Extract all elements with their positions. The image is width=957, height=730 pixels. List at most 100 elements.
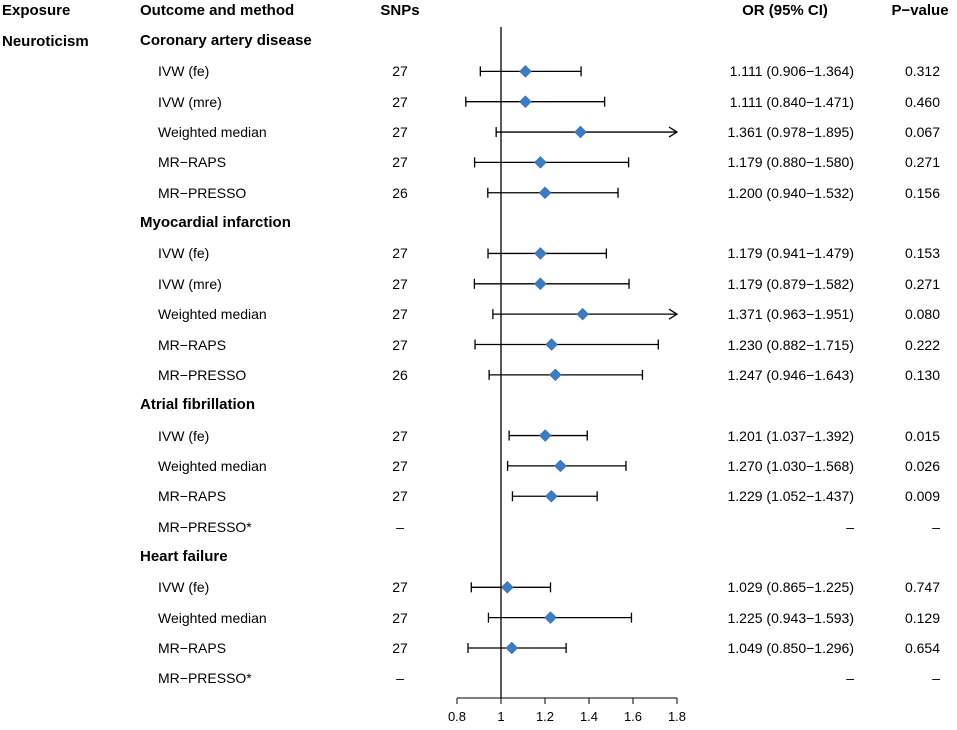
method-label: IVW (mre) — [158, 93, 222, 110]
snps-value: 27 — [392, 154, 408, 171]
pvalue-value: 0.271 — [904, 275, 940, 292]
x-tick-label: 1 — [497, 709, 504, 724]
x-tick-label: 1.6 — [624, 709, 642, 724]
snps-value: 26 — [392, 184, 408, 201]
snps-value: 27 — [392, 488, 408, 505]
or-ci-value: 1.111 (0.906−1.364) — [729, 63, 854, 80]
pvalue-value: 0.271 — [904, 154, 940, 171]
point-estimate — [545, 489, 558, 503]
snps-value: 27 — [392, 245, 408, 262]
snps-value: 27 — [392, 93, 408, 110]
method-label: MR−PRESSO* — [158, 518, 252, 535]
method-label: MR−RAPS — [158, 336, 227, 353]
pvalue-value: – — [932, 518, 940, 535]
point-estimate — [534, 277, 547, 291]
point-estimate — [574, 125, 587, 139]
point-estimate — [534, 247, 547, 260]
point-estimate — [538, 429, 552, 442]
snps-value: 27 — [392, 63, 408, 80]
or-ci-value: 1.179 (0.879−1.582) — [727, 275, 855, 292]
or-ci-value: 1.179 (0.880−1.580) — [727, 154, 855, 171]
outcome-label: Myocardial infarction — [140, 214, 291, 232]
method-label: MR−RAPS — [158, 640, 227, 656]
snps-value: 27 — [392, 275, 408, 292]
pvalue-value: 0.747 — [904, 579, 940, 596]
snps-value: 27 — [392, 640, 408, 656]
pvalue-value: 0.009 — [904, 488, 940, 505]
method-label: Weighted median — [158, 306, 267, 323]
pvalue-value: 0.015 — [904, 427, 940, 444]
or-ci-value: 1.201 (1.037−1.392) — [727, 427, 855, 444]
method-label: Weighted median — [158, 609, 267, 626]
snps-value: 27 — [392, 427, 408, 444]
or-ci-value: 1.230 (0.882−1.715) — [727, 336, 855, 353]
method-label: Weighted median — [158, 457, 267, 474]
outcome-label: Atrial fibrillation — [140, 396, 256, 414]
point-estimate — [554, 459, 567, 473]
snps-value: 27 — [392, 579, 408, 596]
or-ci-value: 1.179 (0.941−1.479) — [727, 245, 855, 262]
or-ci-value: 1.029 (0.865−1.225) — [727, 579, 855, 596]
or-ci-value: – — [846, 518, 854, 535]
header-or-ci: OR (95% CI) — [742, 2, 828, 19]
exposure-label: Neuroticism — [2, 33, 89, 50]
point-estimate — [576, 307, 589, 321]
outcome-label: Heart failure — [140, 547, 228, 565]
method-label: IVW (fe) — [158, 245, 210, 262]
point-estimate — [544, 611, 557, 625]
header-outcome-method: Outcome and method — [140, 2, 295, 19]
snps-value: 27 — [392, 609, 408, 626]
x-tick-label: 1.8 — [668, 709, 686, 724]
or-ci-value: 1.229 (1.052−1.437) — [727, 488, 855, 505]
ci-overflow-arrow — [668, 308, 679, 320]
header-exposure: Exposure — [2, 2, 71, 19]
method-label: IVW (fe) — [158, 579, 210, 596]
snps-value: – — [396, 670, 404, 687]
or-ci-value: 1.200 (0.940−1.532) — [727, 184, 855, 201]
or-ci-value: – — [846, 670, 854, 687]
point-estimate — [534, 156, 547, 169]
pvalue-value: 0.153 — [904, 245, 940, 262]
method-label: MR−PRESSO — [158, 184, 247, 201]
method-label: IVW (fe) — [158, 427, 210, 444]
method-label: Weighted median — [158, 124, 267, 141]
point-estimate — [501, 580, 514, 594]
pvalue-value: 0.130 — [904, 366, 940, 383]
or-ci-value: 1.225 (0.943−1.593) — [727, 609, 855, 626]
method-label: IVW (mre) — [158, 275, 222, 292]
method-label: IVW (fe) — [158, 63, 210, 80]
point-estimate — [505, 641, 519, 655]
or-ci-value: 1.049 (0.850−1.296) — [727, 640, 855, 656]
pvalue-value: 0.312 — [904, 63, 940, 80]
snps-value: – — [396, 518, 404, 535]
snps-value: 26 — [392, 366, 408, 383]
x-tick-label: 0.8 — [448, 709, 466, 724]
pvalue-value: 0.222 — [904, 336, 940, 353]
snps-value: 27 — [392, 306, 408, 323]
pvalue-value: 0.080 — [904, 306, 940, 323]
x-tick-label: 1.2 — [536, 709, 554, 724]
pvalue-value: – — [932, 670, 940, 687]
pvalue-value: 0.156 — [904, 184, 940, 201]
point-estimate — [548, 368, 562, 382]
or-ci-value: 1.247 (0.946−1.643) — [727, 366, 855, 383]
x-tick-label: 1.4 — [580, 709, 598, 724]
or-ci-value: 1.270 (1.030−1.568) — [727, 457, 855, 474]
point-estimate — [545, 338, 558, 351]
point-estimate — [538, 186, 552, 200]
method-label: MR−PRESSO* — [158, 670, 252, 687]
snps-value: 27 — [392, 124, 408, 141]
method-label: MR−RAPS — [158, 488, 227, 505]
snps-value: 27 — [392, 457, 408, 474]
pvalue-value: 0.129 — [904, 609, 940, 626]
pvalue-value: 0.026 — [904, 457, 940, 474]
pvalue-value: 0.460 — [904, 93, 940, 110]
method-label: MR−PRESSO — [158, 366, 247, 383]
or-ci-value: 1.371 (0.963−1.951) — [727, 306, 855, 323]
outcome-label: Coronary artery disease — [140, 32, 312, 49]
point-estimate — [519, 95, 532, 109]
pvalue-value: 0.067 — [904, 124, 940, 141]
or-ci-value: 1.111 (0.840−1.471) — [729, 93, 854, 110]
ci-overflow-arrow — [668, 126, 679, 138]
